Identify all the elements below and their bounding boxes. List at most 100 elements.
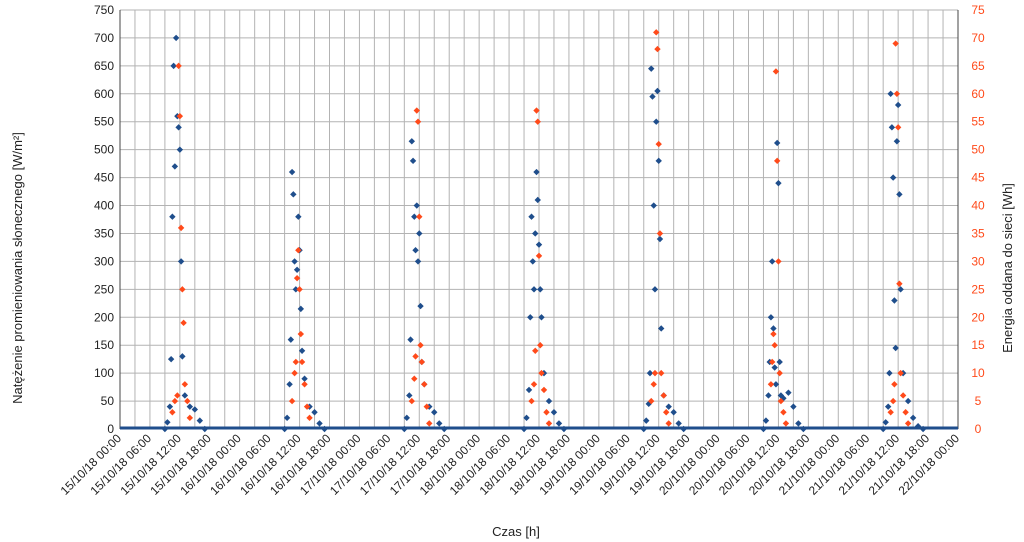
irradiance-point <box>414 258 422 265</box>
irradiance-point <box>538 314 545 321</box>
left-tick-label: 50 <box>101 394 115 408</box>
irradiance-point <box>301 375 308 382</box>
energy-point <box>293 274 301 282</box>
irradiance-point <box>919 425 927 433</box>
irradiance-point <box>800 425 807 433</box>
energy-point <box>414 118 422 125</box>
irradiance-point <box>316 420 323 427</box>
irradiance-point <box>893 138 901 145</box>
right-tick-label: 70 <box>971 31 985 45</box>
energy-point <box>421 381 428 388</box>
energy-point <box>767 381 775 388</box>
energy-point <box>656 230 664 237</box>
left-axis-ticks: 0 50 100 150 200 250 300 350 400 450 500 550 600 650 7… <box>94 3 114 436</box>
irradiance-point <box>790 403 797 410</box>
irradiance-point <box>675 420 682 427</box>
right-tick-label: 30 <box>971 254 985 268</box>
energy-point <box>650 381 657 388</box>
irradiance-point <box>904 397 912 405</box>
irradiance-point <box>648 65 655 72</box>
irradiance-point <box>530 286 538 293</box>
energy-point <box>771 342 778 349</box>
energy-point <box>177 224 185 232</box>
irradiance-point <box>768 258 776 265</box>
irradiance-point <box>403 414 411 422</box>
irradiance-point <box>555 420 563 427</box>
irradiance-point <box>760 425 767 433</box>
irradiance-point <box>292 286 300 293</box>
irradiance-point <box>560 425 568 433</box>
irradiance-point <box>882 419 889 426</box>
irradiance-point <box>770 325 777 332</box>
irradiance-point <box>535 241 543 248</box>
energy-point <box>534 118 541 125</box>
right-tick-label: 25 <box>971 282 985 296</box>
left-tick-label: 350 <box>94 226 114 240</box>
irradiance-point <box>887 90 894 97</box>
energy-point <box>894 124 902 131</box>
irradiance-point <box>655 157 662 165</box>
irradiance-point <box>533 168 540 176</box>
left-tick-label: 500 <box>94 143 114 157</box>
irradiance-point <box>175 124 182 131</box>
irradiance-point <box>177 258 185 265</box>
irradiance-point <box>297 305 305 313</box>
energy-point <box>295 247 302 254</box>
energy-point <box>179 286 186 293</box>
irradiance-point <box>892 344 899 352</box>
irradiance-point <box>645 400 652 408</box>
energy-point <box>186 414 194 422</box>
energy-point <box>660 392 667 399</box>
energy-point <box>417 342 424 349</box>
irradiance-point <box>537 286 544 293</box>
irradiance-point <box>291 258 298 265</box>
irradiance-point <box>411 213 418 220</box>
irradiance-point <box>417 302 424 310</box>
irradiance-point <box>891 297 898 304</box>
irradiance-point <box>649 93 656 100</box>
energy-point <box>665 420 672 427</box>
irradiance-point <box>772 381 780 388</box>
energy-point <box>773 157 781 165</box>
irradiance-point <box>525 386 533 394</box>
irradiance-point <box>773 139 781 147</box>
irradiance-point <box>658 325 665 332</box>
energy-point <box>412 353 419 360</box>
energy-point <box>533 107 540 114</box>
irradiance-point <box>665 403 672 410</box>
right-tick-label: 75 <box>971 3 985 17</box>
irradiance-point <box>680 425 687 433</box>
irradiance-point <box>762 417 770 424</box>
left-tick-label: 0 <box>107 422 114 436</box>
irradiance-point <box>894 101 902 109</box>
right-axis-title: Energia oddana do sieci [Wh] <box>1000 183 1015 353</box>
energy-point <box>176 112 184 120</box>
irradiance-point <box>164 419 171 426</box>
data-points <box>120 29 958 433</box>
irradiance-point <box>288 168 296 176</box>
irradiance-point <box>771 364 778 371</box>
irradiance-point <box>765 392 772 399</box>
energy-point <box>181 381 189 388</box>
irradiance-point <box>408 138 416 145</box>
right-axis-ticks: 0 5 10 15 20 25 30 35 40 45 50 55 60 65 70 75 <box>971 3 985 436</box>
right-tick-label: 5 <box>975 394 982 408</box>
energy-point <box>887 409 894 416</box>
irradiance-point <box>528 213 535 220</box>
energy-point <box>772 68 780 75</box>
left-tick-label: 700 <box>94 31 114 45</box>
grid <box>119 9 959 430</box>
irradiance-point <box>181 392 189 399</box>
irradiance-point <box>534 196 541 204</box>
irradiance-point <box>646 369 654 377</box>
energy-point <box>411 375 418 382</box>
energy-point <box>654 45 661 53</box>
irradiance-point <box>201 425 208 433</box>
energy-point <box>175 62 182 70</box>
energy-point <box>528 397 535 405</box>
irradiance-point <box>879 425 887 433</box>
energy-point <box>291 369 298 377</box>
energy-point <box>413 107 420 114</box>
irradiance-point <box>550 409 558 416</box>
